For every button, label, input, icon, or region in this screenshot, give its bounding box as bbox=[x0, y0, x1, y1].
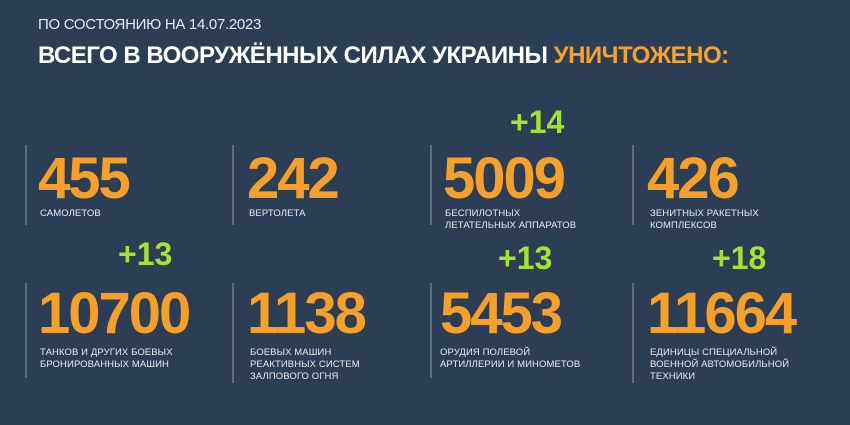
stat-increment: +18 bbox=[712, 240, 767, 276]
stat-value: 426 bbox=[647, 146, 740, 211]
divider bbox=[25, 283, 27, 378]
divider bbox=[25, 145, 27, 225]
page-title: ВСЕГО В ВООРУЖЁННЫХ СИЛАХ УКРАИНЫ УНИЧТО… bbox=[38, 42, 729, 70]
stat-label: САМОЛЕТОВ bbox=[40, 208, 101, 219]
stat-value: 10700 bbox=[38, 281, 191, 346]
stat-value: 242 bbox=[247, 146, 340, 211]
stat-value: 455 bbox=[38, 146, 131, 211]
divider bbox=[232, 283, 234, 383]
stat-increment: +13 bbox=[498, 240, 553, 276]
stat-value: 5009 bbox=[443, 146, 566, 211]
divider bbox=[232, 145, 234, 225]
divider bbox=[430, 145, 432, 225]
stat-label: ЕДИНИЦЫ СПЕЦИАЛЬНОЙ ВОЕННОЙ АВТОМОБИЛЬНО… bbox=[650, 347, 790, 382]
divider bbox=[632, 145, 634, 225]
stat-label: ОРУДИЯ ПОЛЕВОЙ АРТИЛЛЕРИИ И МИНОМЕТОВ bbox=[440, 347, 581, 370]
divider bbox=[430, 283, 432, 378]
report-date: ПО СОСТОЯНИЮ НА 14.07.2023 bbox=[38, 16, 261, 33]
stat-value: 11664 bbox=[647, 281, 797, 346]
stat-value: 1138 bbox=[247, 281, 367, 346]
title-accent: УНИЧТОЖЕНО: bbox=[553, 42, 729, 69]
title-main: ВСЕГО В ВООРУЖЁННЫХ СИЛАХ УКРАИНЫ bbox=[38, 42, 548, 69]
stat-label: ЗЕНИТНЫХ РАКЕТНЫХ КОМПЛЕКСОВ bbox=[650, 208, 759, 231]
stat-label: ТАНКОВ И ДРУГИХ БОЕВЫХ БРОНИРОВАННЫХ МАШ… bbox=[40, 347, 173, 370]
stat-increment: +13 bbox=[118, 236, 173, 272]
stat-increment: +14 bbox=[510, 104, 565, 140]
divider bbox=[632, 283, 634, 383]
stat-value: 5453 bbox=[440, 281, 563, 346]
stat-label: БЕСПИЛОТНЫХ ЛЕТАТЕЛЬНЫХ АППАРАТОВ bbox=[445, 208, 577, 231]
stat-label: ВЕРТОЛЕТА bbox=[249, 208, 306, 219]
stat-label: БОЕВЫХ МАШИН РЕАКТИВНЫХ СИСТЕМ ЗАЛПОВОГО… bbox=[250, 347, 360, 382]
